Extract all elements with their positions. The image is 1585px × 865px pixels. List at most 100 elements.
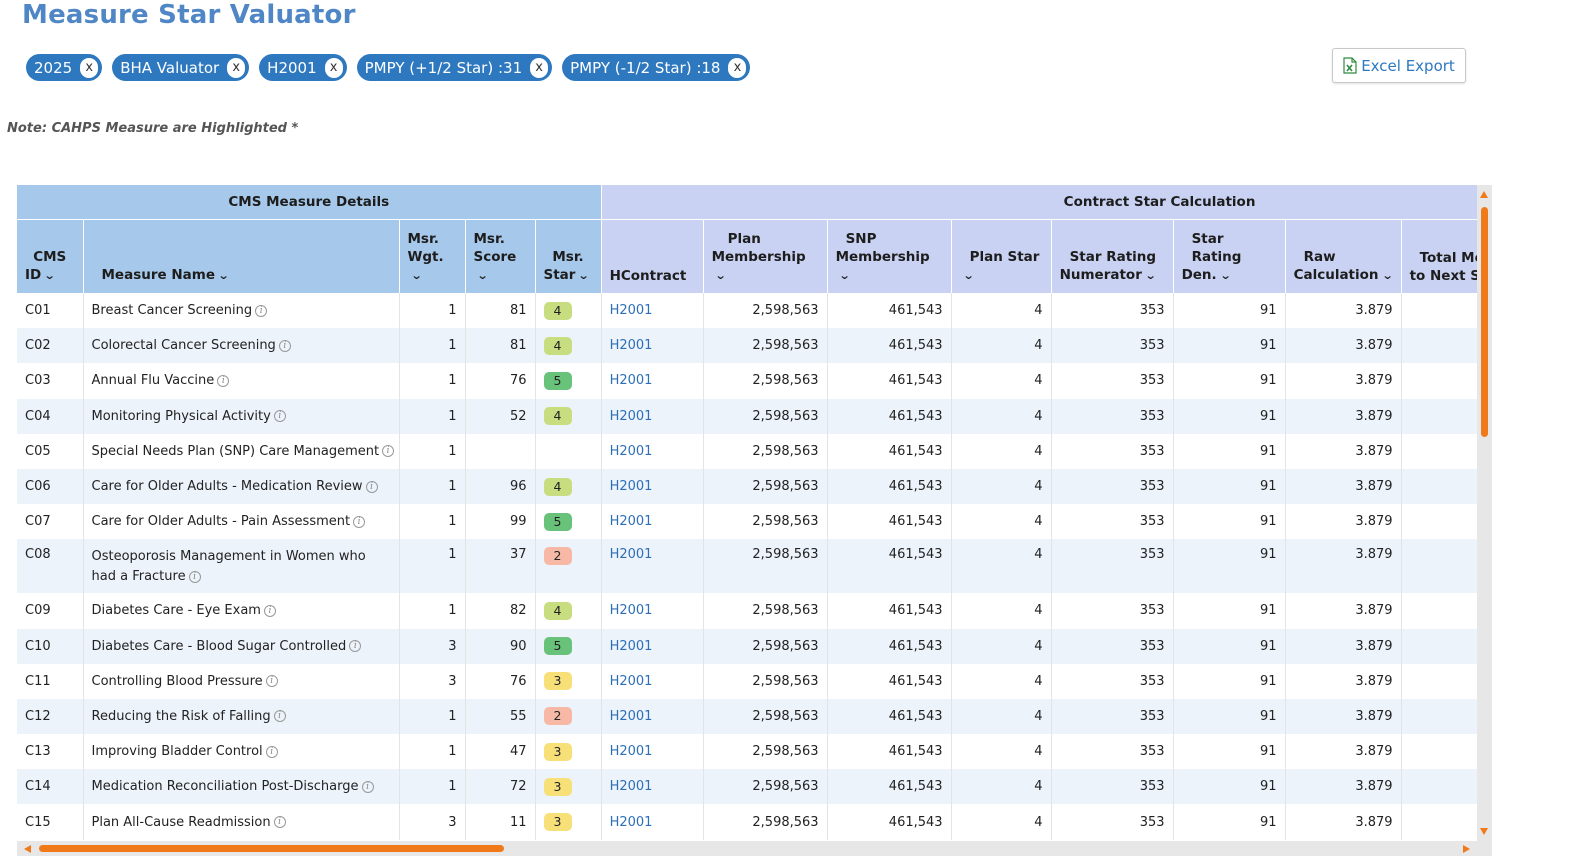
- star-badge: 2: [543, 707, 572, 726]
- info-icon[interactable]: i: [217, 374, 230, 387]
- scroll-right-arrow-icon[interactable]: [1463, 845, 1470, 853]
- contract-link[interactable]: H2001: [609, 814, 653, 830]
- info-icon[interactable]: i: [263, 604, 276, 617]
- table-row: C06 Care for Older Adults - Medication Re…: [17, 468, 1477, 505]
- info-icon[interactable]: i: [353, 515, 366, 528]
- cms-id-cell: C13: [17, 734, 84, 770]
- chevron-down-icon[interactable]: ⌄: [1144, 269, 1157, 282]
- column-header-hcontract[interactable]: HContract: [601, 218, 704, 293]
- header-line: Star: [543, 267, 576, 283]
- column-header-msr-wgt[interactable]: Msr. Wgt. ⌄: [399, 218, 466, 293]
- star-numerator-cell: 353: [1051, 769, 1174, 805]
- chevron-down-icon[interactable]: ⌄: [578, 269, 591, 282]
- contract-link[interactable]: H2001: [609, 408, 653, 424]
- column-header-plan-membership[interactable]: Plan Membership ⌄: [703, 218, 828, 293]
- remove-filter-button[interactable]: x: [80, 57, 99, 78]
- snp-membership-cell: 461,543: [827, 433, 952, 469]
- chevron-down-icon[interactable]: ⌄: [1381, 269, 1394, 282]
- contract-link[interactable]: H2001: [609, 638, 653, 654]
- raw-calculation-cell: 3.879: [1285, 433, 1402, 469]
- header-line: Membership: [835, 249, 930, 265]
- star-den-cell: 91: [1173, 804, 1286, 840]
- plan-membership-cell: 2,598,563: [703, 398, 828, 434]
- plan-star-cell: 4: [951, 363, 1052, 399]
- column-header-msr-score[interactable]: Msr. Score ⌄: [465, 218, 536, 293]
- snp-membership-cell: 461,543: [827, 628, 952, 664]
- measure-name: Monitoring Physical Activity: [91, 408, 271, 424]
- snp-membership-cell: 461,543: [827, 468, 952, 505]
- column-header-measure-name[interactable]: Measure Name ⌄: [83, 218, 400, 293]
- chevron-down-icon[interactable]: ⌄: [838, 269, 851, 282]
- column-header-star-numerator[interactable]: Star Rating Numerator ⌄: [1051, 218, 1174, 293]
- hcontract-cell: H2001: [601, 663, 704, 699]
- chevron-down-icon[interactable]: ⌄: [43, 269, 56, 282]
- vertical-scrollbar[interactable]: [1477, 185, 1492, 841]
- info-icon[interactable]: i: [265, 745, 278, 758]
- scroll-down-arrow-icon[interactable]: [1480, 828, 1488, 835]
- scroll-up-arrow-icon[interactable]: [1480, 191, 1488, 198]
- column-header-star-den[interactable]: Star Rating Den. ⌄: [1173, 218, 1286, 293]
- info-icon[interactable]: i: [273, 710, 286, 723]
- cms-id-cell: C03: [17, 363, 84, 399]
- excel-export-button[interactable]: Excel Export: [1332, 48, 1466, 83]
- snp-membership-cell: 461,543: [827, 734, 952, 770]
- info-icon[interactable]: i: [349, 640, 362, 653]
- total-to-next-star-cell: [1401, 698, 1477, 735]
- contract-link[interactable]: H2001: [609, 779, 653, 795]
- chevron-down-icon[interactable]: ⌄: [217, 269, 230, 282]
- hcontract-cell: H2001: [601, 539, 704, 594]
- info-icon[interactable]: i: [273, 816, 286, 829]
- contract-link[interactable]: H2001: [609, 708, 653, 724]
- contract-link[interactable]: H2001: [609, 514, 653, 530]
- info-icon[interactable]: i: [265, 675, 278, 688]
- contract-link[interactable]: H2001: [609, 303, 653, 319]
- star-den-cell: 91: [1173, 593, 1286, 629]
- contract-link[interactable]: H2001: [609, 603, 653, 619]
- contract-link[interactable]: H2001: [609, 673, 653, 689]
- chevron-down-icon[interactable]: ⌄: [476, 269, 489, 282]
- info-icon[interactable]: i: [273, 410, 286, 423]
- plan-star-cell: 4: [951, 734, 1052, 770]
- vertical-scroll-thumb[interactable]: [1481, 207, 1488, 437]
- star-badge: 4: [543, 407, 572, 426]
- contract-link[interactable]: H2001: [609, 744, 653, 760]
- column-header-cms-id[interactable]: CMS ID ⌄: [17, 218, 84, 293]
- info-icon[interactable]: i: [365, 480, 378, 493]
- star-den-cell: 91: [1173, 769, 1286, 805]
- contract-link[interactable]: H2001: [609, 443, 653, 459]
- star-badge: 4: [543, 336, 572, 355]
- info-icon[interactable]: i: [255, 304, 268, 317]
- column-header-total-to-next-star[interactable]: Total Me to Next St: [1401, 218, 1477, 293]
- column-header-raw-calculation[interactable]: Raw Calculation ⌄: [1285, 218, 1402, 293]
- plan-membership-cell: 2,598,563: [703, 734, 828, 770]
- remove-filter-button[interactable]: x: [227, 57, 246, 78]
- contract-link[interactable]: H2001: [609, 547, 653, 563]
- info-icon[interactable]: i: [188, 570, 201, 583]
- contract-link[interactable]: H2001: [609, 373, 653, 389]
- chevron-down-icon[interactable]: ⌄: [714, 269, 727, 282]
- header-line: SNP: [845, 231, 877, 247]
- chevron-down-icon[interactable]: ⌄: [1219, 269, 1232, 282]
- hcontract-cell: H2001: [601, 734, 704, 770]
- contract-link[interactable]: H2001: [609, 338, 653, 354]
- column-header-plan-star[interactable]: Plan Star ⌄: [951, 218, 1052, 293]
- remove-filter-button[interactable]: x: [530, 57, 549, 78]
- measure-name: Diabetes Care - Eye Exam: [91, 603, 261, 619]
- info-icon[interactable]: i: [382, 445, 395, 458]
- column-header-snp-membership[interactable]: SNP Membership ⌄: [827, 218, 952, 293]
- info-icon[interactable]: i: [278, 339, 291, 352]
- remove-filter-button[interactable]: x: [324, 57, 343, 78]
- chevron-down-icon[interactable]: ⌄: [410, 269, 423, 282]
- header-line: Plan: [727, 231, 761, 247]
- info-icon[interactable]: i: [361, 780, 374, 793]
- remove-filter-button[interactable]: x: [728, 57, 747, 78]
- horizontal-scrollbar[interactable]: [17, 841, 1492, 856]
- horizontal-scroll-thumb[interactable]: [39, 845, 504, 852]
- contract-link[interactable]: H2001: [609, 479, 653, 495]
- cms-id-cell: C10: [17, 628, 84, 664]
- filter-chip-pmpy-minus: PMPY (-1/2 Star) :18 x: [562, 54, 751, 81]
- scroll-left-arrow-icon[interactable]: [24, 845, 31, 853]
- hcontract-cell: H2001: [601, 593, 704, 629]
- chevron-down-icon[interactable]: ⌄: [962, 268, 975, 282]
- column-header-msr-star[interactable]: Msr. Star ⌄: [535, 218, 602, 293]
